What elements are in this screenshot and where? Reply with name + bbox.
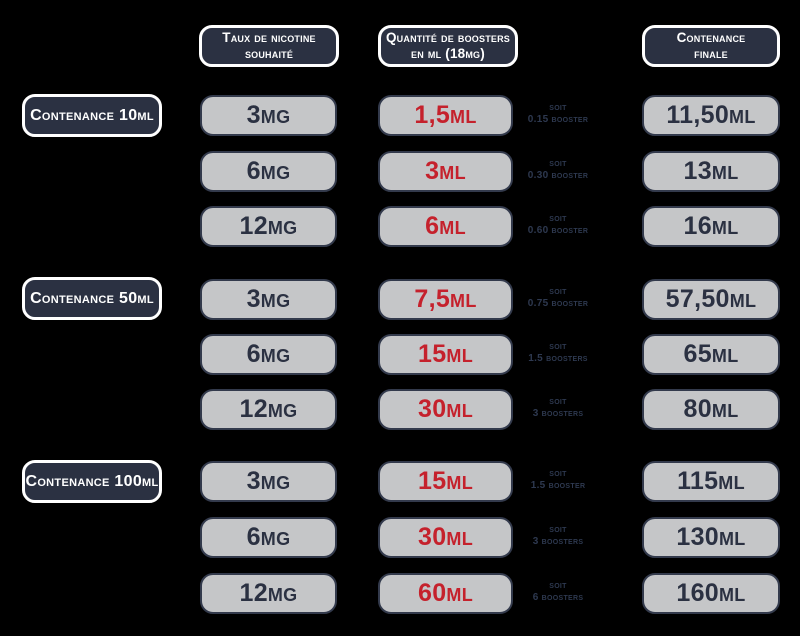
booster-cell: 7,5ml [378, 279, 513, 320]
soit-amount: 0.60 booster [527, 225, 589, 236]
booster-cell: 15ml [378, 334, 513, 375]
soit-word: soit [549, 341, 567, 352]
soit-amount: 0.75 booster [527, 298, 589, 309]
soit-annotation: soit 0.75 booster [516, 286, 600, 310]
final-cell: 57,50ml [642, 279, 780, 320]
column-header-nicotine-line2: souhaité [244, 46, 294, 61]
soit-word: soit [549, 524, 567, 535]
soit-word: soit [549, 580, 567, 591]
nicotine-cell: 3mg [200, 461, 337, 502]
group-label-contenance-10ml: Contenance 10ml [22, 94, 162, 137]
column-header-final-line1: Contenance [676, 29, 746, 45]
soit-word: soit [549, 286, 567, 297]
soit-annotation: soit 0.60 booster [516, 213, 600, 237]
soit-amount: 1.5 booster [530, 480, 586, 491]
column-header-final: Contenance finale [642, 25, 780, 67]
booster-cell: 6ml [378, 206, 513, 247]
final-cell: 130ml [642, 517, 780, 558]
column-header-nicotine-line1: Taux de nicotine [222, 29, 316, 45]
group-label-contenance-100ml: Contenance 100ml [22, 460, 162, 503]
group-label-contenance-50ml: Contenance 50ml [22, 277, 162, 320]
final-cell: 65ml [642, 334, 780, 375]
booster-cell: 1,5ml [378, 95, 513, 136]
nicotine-cell: 3mg [200, 95, 337, 136]
soit-word: soit [549, 396, 567, 407]
final-cell: 115ml [642, 461, 780, 502]
soit-annotation: soit 0.15 booster [516, 102, 600, 126]
column-header-booster-line1: Quantité de boosters [385, 29, 510, 45]
nicotine-cell: 12mg [200, 573, 337, 614]
nicotine-cell: 12mg [200, 206, 337, 247]
booster-cell: 60ml [378, 573, 513, 614]
soit-annotation: soit 3 boosters [516, 396, 600, 420]
nicotine-cell: 12mg [200, 389, 337, 430]
final-cell: 11,50ml [642, 95, 780, 136]
final-cell: 16ml [642, 206, 780, 247]
soit-word: soit [549, 468, 567, 479]
soit-word: soit [549, 102, 567, 113]
nicotine-cell: 3mg [200, 279, 337, 320]
soit-amount: 3 boosters [532, 408, 584, 419]
column-header-final-line2: finale [694, 46, 728, 61]
soit-annotation: soit 3 boosters [516, 524, 600, 548]
final-cell: 160ml [642, 573, 780, 614]
column-header-nicotine: Taux de nicotine souhaité [199, 25, 339, 67]
column-header-booster-line2: en ml (18mg) [411, 46, 485, 61]
nicotine-cell: 6mg [200, 151, 337, 192]
soit-amount: 0.30 booster [527, 170, 589, 181]
soit-word: soit [549, 158, 567, 169]
column-header-booster: Quantité de boosters en ml (18mg) [378, 25, 518, 67]
nicotine-cell: 6mg [200, 517, 337, 558]
soit-annotation: soit 1.5 booster [516, 468, 600, 492]
soit-annotation: soit 1.5 boosters [516, 341, 600, 365]
soit-word: soit [549, 213, 567, 224]
soit-amount: 6 boosters [532, 592, 584, 603]
booster-cell: 3ml [378, 151, 513, 192]
nicotine-cell: 6mg [200, 334, 337, 375]
soit-annotation: soit 6 boosters [516, 580, 600, 604]
booster-cell: 30ml [378, 517, 513, 558]
soit-amount: 0.15 booster [527, 114, 589, 125]
soit-annotation: soit 0.30 booster [516, 158, 600, 182]
soit-amount: 3 boosters [532, 536, 584, 547]
booster-cell: 30ml [378, 389, 513, 430]
final-cell: 80ml [642, 389, 780, 430]
booster-cell: 15ml [378, 461, 513, 502]
soit-amount: 1.5 boosters [528, 353, 588, 364]
final-cell: 13ml [642, 151, 780, 192]
